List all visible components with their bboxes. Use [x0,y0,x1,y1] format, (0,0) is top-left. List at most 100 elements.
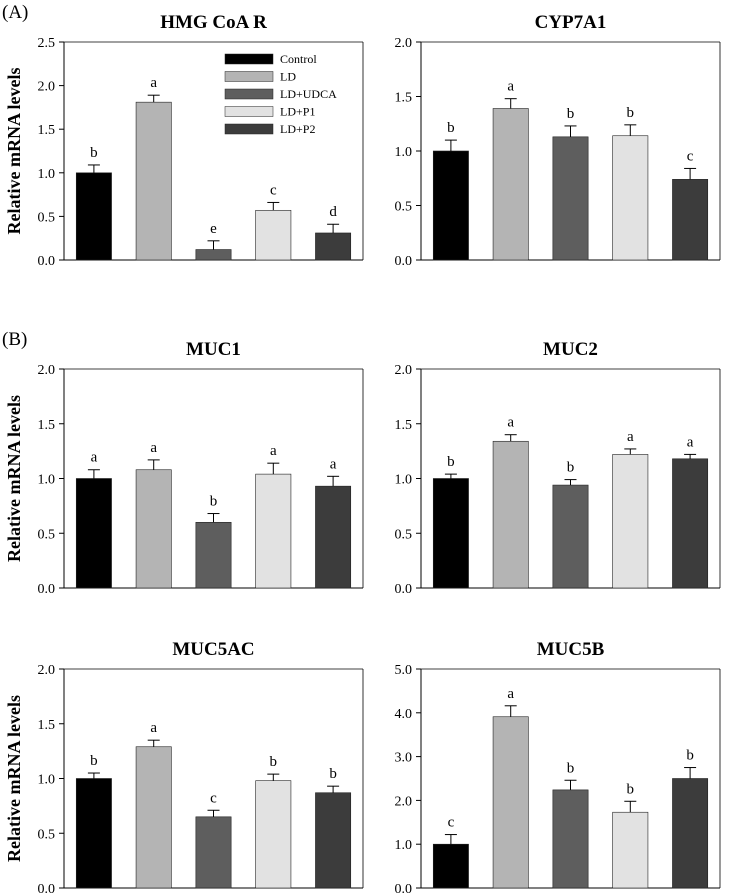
y-tick-label: 2.0 [38,363,56,378]
y-tick-label: 0.0 [395,254,413,269]
y-tick-label: 2.5 [38,36,56,51]
bar-ld-udca [195,521,232,589]
significance-letter: a [627,429,634,445]
y-tick-label: 5.0 [395,663,413,678]
significance-letter: b [567,106,575,122]
chart-title: MUC2 [543,339,598,360]
y-tick-label: 0.5 [38,527,56,542]
legend: Control LD LD+UDCA LD+P1 LD+P2 [224,52,337,136]
y-tick-label: 2.0 [38,80,56,95]
significance-letter: b [210,494,218,510]
y-tick-label: 0.0 [38,582,56,597]
legend-label: LD+P2 [280,122,315,136]
bar-control [75,478,112,589]
significance-letter: b [447,120,455,136]
panel-label-b: (B) [2,329,27,350]
bar-ld [492,108,529,261]
legend-swatch [224,106,274,117]
y-tick-label: 0.0 [38,254,56,269]
bar-ld-p1 [612,454,649,589]
bar-ld-p1 [255,780,292,889]
significance-letter: c [210,790,217,806]
significance-letter: b [627,781,635,797]
significance-letter: e [210,221,217,237]
y-tick-label: 2.0 [38,663,56,678]
significance-letter: c [687,148,694,164]
legend-swatch [224,88,274,100]
significance-letter: a [270,443,277,459]
bar-ld-udca [195,816,232,889]
y-tick-label: 1.0 [395,473,413,488]
significance-letter: c [270,182,277,198]
y-tick-label: 1.5 [395,91,413,106]
bar-ld-p2 [315,232,352,261]
chart-4: MUC2 0.0 0.5 1.0 1.5 2.0 b a b a a [395,339,721,597]
y-tick-label: 0.5 [38,827,56,842]
y-tick-label: 1.5 [38,718,56,733]
y-tick-label: 2.0 [395,36,413,51]
bar-ld [492,716,529,889]
significance-letter: a [507,415,514,431]
y-tick-label: 0.5 [395,200,413,215]
legend-swatch [224,53,274,65]
bar-control [432,843,469,889]
bar-ld-p2 [672,778,709,889]
significance-letter: b [567,460,575,476]
y-tick-label: 0.0 [395,882,413,895]
y-tick-label: 0.5 [38,210,56,225]
panel-label-a: (A) [2,2,28,23]
legend-swatch [224,71,274,82]
bar-control [432,150,469,261]
legend-swatch [224,123,274,135]
significance-letter: b [447,454,455,470]
bar-ld-udca [552,484,589,589]
y-tick-label: 3.0 [395,751,413,766]
legend-label: LD+P1 [280,105,315,119]
bar-ld-udca [195,249,232,261]
significance-letter: b [686,748,694,764]
y-tick-label: 1.0 [38,773,56,788]
legend-label: Control [280,52,317,66]
y-axis-label: Relative mRNA levels [4,68,24,235]
significance-letter: a [687,434,694,450]
significance-letter: b [90,753,98,769]
chart-title: CYP7A1 [535,12,607,33]
bar-ld [135,469,172,589]
significance-letter: a [91,450,98,466]
bar-ld [135,746,172,889]
chart-2: CYP7A1 0.0 0.5 1.0 1.5 2.0 b a b b c [395,12,721,269]
chart-title: MUC5AC [172,639,254,660]
y-tick-label: 0.0 [395,582,413,597]
significance-letter: a [330,456,337,472]
y-tick-label: 4.0 [395,707,413,722]
significance-letter: a [150,440,157,456]
significance-letter: a [507,79,514,95]
bar-control [75,172,112,261]
chart-3: MUC1 Relative mRNA levels 0.0 0.5 1.0 1.5 2.0 a… [4,339,364,597]
y-tick-label: 2.0 [395,794,413,809]
significance-letter: b [329,766,337,782]
y-axis-label: Relative mRNA levels [4,395,24,562]
y-tick-label: 1.0 [395,145,413,160]
chart-1: HMG CoA R Relative mRNA levels 0.0 0.5 1.0 1.… [4,12,364,269]
legend-label: LD [280,70,296,84]
bar-ld-p1 [255,209,292,261]
chart-5: MUC5AC Relative mRNA levels 0.0 0.5 1.0 1.5 2.… [4,639,364,895]
y-tick-label: 1.5 [395,418,413,433]
significance-letter: b [567,760,575,776]
y-tick-label: 0.5 [395,527,413,542]
significance-letter: d [329,204,337,220]
bar-ld-p2 [315,485,352,589]
bar-ld-p2 [315,792,352,889]
legend-label: LD+UDCA [280,87,337,101]
bar-ld-p1 [255,473,292,589]
chart-title: MUC5B [537,639,605,660]
bar-control [432,478,469,589]
chart-6: MUC5B 0.0 1.0 2.0 3.0 4.0 5.0 c a b b b [395,639,721,895]
y-axis-label: Relative mRNA levels [4,695,24,862]
bar-ld-udca [552,789,589,889]
significance-letter: a [507,686,514,702]
significance-letter: a [150,75,157,91]
significance-letter: b [627,105,635,121]
